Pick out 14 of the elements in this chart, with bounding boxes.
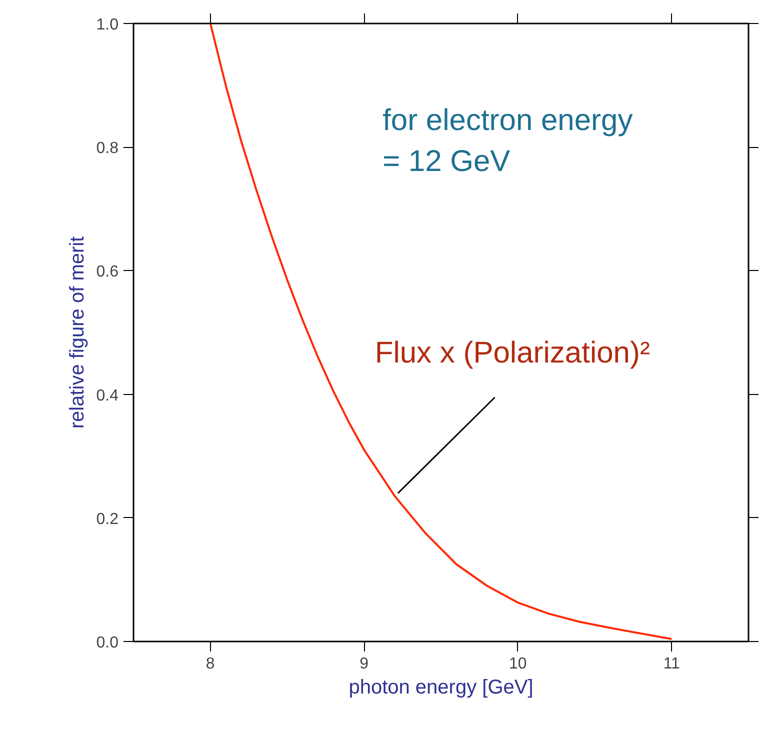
x-tick-label: 10 <box>508 656 527 672</box>
y-tick-label: 0.0 <box>96 634 119 652</box>
y-axis-title: relative figure of merit <box>66 236 88 429</box>
annotation: for electron energy = 12 GeV <box>382 104 633 178</box>
annotation: Flux x (Polarization)² <box>374 336 650 370</box>
x-tick-label: 11 <box>663 656 680 672</box>
y-tick-label: 0.2 <box>96 510 119 528</box>
y-tick-label: 0.6 <box>96 264 119 281</box>
y-tick-label: 0.8 <box>96 140 119 158</box>
x-tick-label: 8 <box>206 656 215 672</box>
x-axis-title: photon energy [GeV] <box>348 676 534 698</box>
y-tick-label: 1.0 <box>96 16 119 34</box>
x-tick-label: 9 <box>360 656 369 672</box>
y-tick-label: 0.4 <box>96 387 119 404</box>
